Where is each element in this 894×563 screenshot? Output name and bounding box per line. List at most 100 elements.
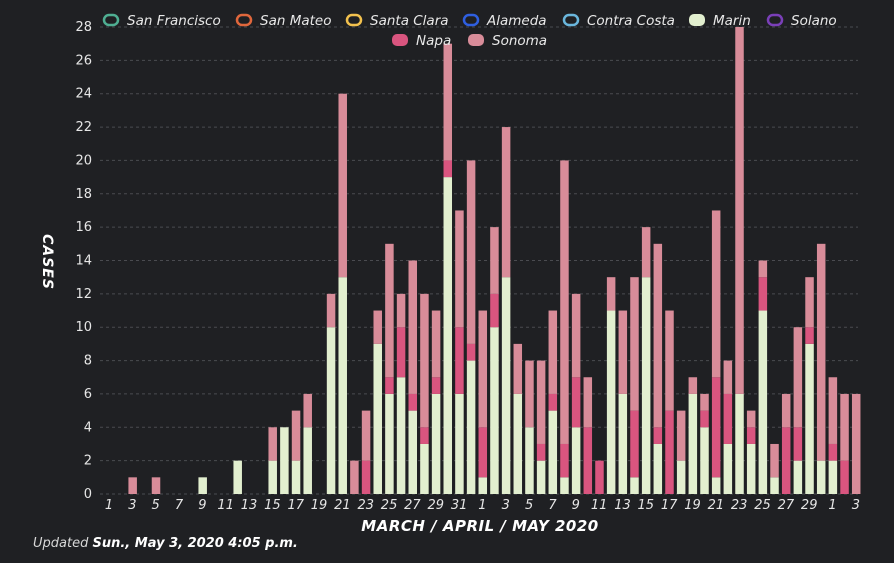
bar-segment	[291, 410, 301, 461]
bar-segment	[536, 443, 546, 461]
bar-segment	[781, 427, 791, 494]
bar-segment	[746, 410, 756, 428]
bar-segment	[746, 443, 756, 494]
bar-segment	[758, 277, 768, 311]
bar-segment	[198, 477, 207, 494]
bar-segment	[420, 427, 429, 444]
x-axis-ticks: 1 3 5 7 9 11 13 15 17 19 21 23 25 27 29 31 1 3 5 7 9 11 13 15 17…	[105, 498, 860, 513]
bar-segment	[396, 293, 406, 328]
legend-swatch	[462, 13, 480, 27]
bar-segment	[490, 327, 499, 494]
legend-item: Contra Costa	[562, 13, 675, 29]
legend-item: Solano	[766, 13, 837, 29]
updated-timestamp: Updated Sun., May 3, 2020 4:05 p.m.	[33, 536, 298, 551]
y-tick-label: 4	[84, 420, 92, 435]
bar-segment	[490, 293, 499, 328]
bar-segment	[746, 427, 756, 444]
bar-segment	[431, 377, 441, 394]
bars	[128, 27, 861, 495]
bar-segment	[723, 443, 733, 494]
x-tick-label: 19	[684, 498, 701, 513]
bar-segment	[151, 477, 161, 494]
bar-segment	[490, 227, 499, 294]
bar-segment	[408, 260, 417, 394]
bar-segment	[536, 360, 546, 444]
y-tick-label: 24	[75, 87, 92, 102]
bar-segment	[665, 310, 674, 411]
bar-segment	[525, 427, 534, 494]
bar-segment	[828, 377, 838, 444]
y-tick-label: 8	[84, 354, 92, 369]
y-axis-label: CASES	[39, 234, 55, 290]
bar-segment	[478, 310, 488, 428]
legend-label: Marin	[713, 13, 751, 29]
bar-segment	[420, 293, 429, 428]
bar-segment	[770, 443, 779, 478]
x-tick-label: 15	[638, 498, 655, 513]
bar-segment	[466, 360, 476, 494]
x-tick-label: 3	[852, 498, 860, 513]
bar-segment	[653, 443, 663, 494]
legend-swatch	[689, 14, 705, 26]
x-tick-label: 1	[478, 498, 486, 513]
bar-segment	[326, 327, 336, 494]
x-tick-label: 13	[614, 498, 631, 513]
bar-segment	[851, 393, 861, 494]
bar-segment	[665, 410, 674, 494]
x-tick-label: 1	[105, 498, 113, 513]
bar-segment	[653, 243, 663, 428]
bar-segment	[478, 477, 488, 494]
bar-segment	[630, 277, 639, 411]
bar-segment	[571, 377, 581, 428]
bar-segment	[723, 360, 733, 394]
y-tick-label: 28	[75, 20, 92, 35]
bar-segment	[443, 43, 453, 161]
bar-segment	[268, 427, 277, 461]
y-tick-label: 16	[75, 220, 92, 235]
x-tick-label: 3	[502, 498, 510, 513]
legend-label: Solano	[791, 13, 837, 29]
x-tick-label: 13	[241, 498, 258, 513]
legend-label: San Francisco	[127, 13, 221, 29]
bar-segment	[723, 393, 733, 444]
bar-segment	[560, 160, 569, 444]
bar-segment	[385, 243, 394, 378]
legend-label: Contra Costa	[587, 13, 675, 29]
bar-segment	[735, 27, 744, 394]
bar-segment	[676, 460, 686, 494]
x-tick-label: 17	[661, 498, 678, 513]
bar-segment	[385, 377, 394, 394]
bar-segment	[781, 393, 791, 428]
bar-segment	[350, 460, 359, 494]
bar-segment	[478, 427, 488, 478]
bar-segment	[840, 460, 849, 494]
x-tick-label: 27	[778, 498, 795, 513]
x-tick-label: 29	[427, 498, 444, 513]
x-tick-label: 21	[334, 498, 351, 513]
bar-segment	[548, 410, 558, 494]
legend-item: Santa Clara	[345, 13, 449, 29]
legend-label: Santa Clara	[370, 13, 449, 29]
x-axis-label: MARCH / APRIL / MAY 2020	[361, 517, 598, 535]
x-tick-label: 15	[264, 498, 281, 513]
bar-segment	[700, 393, 709, 411]
bar-segment	[396, 327, 406, 378]
x-tick-label: 9	[572, 498, 580, 513]
bar-segment	[385, 393, 394, 494]
legend-swatch	[392, 34, 408, 46]
bar-segment	[793, 327, 803, 428]
bar-segment	[688, 393, 698, 494]
x-tick-label: 23	[357, 498, 374, 513]
bar-segment	[513, 393, 523, 494]
bar-segment	[583, 377, 593, 428]
x-tick-label: 11	[591, 498, 608, 513]
bar-segment	[816, 243, 826, 461]
y-tick-label: 20	[75, 153, 92, 168]
bar-segment	[758, 310, 768, 494]
y-tick-label: 2	[84, 454, 92, 469]
x-tick-label: 7	[175, 498, 184, 513]
x-tick-label: 19	[311, 498, 328, 513]
y-tick-label: 18	[75, 187, 92, 202]
